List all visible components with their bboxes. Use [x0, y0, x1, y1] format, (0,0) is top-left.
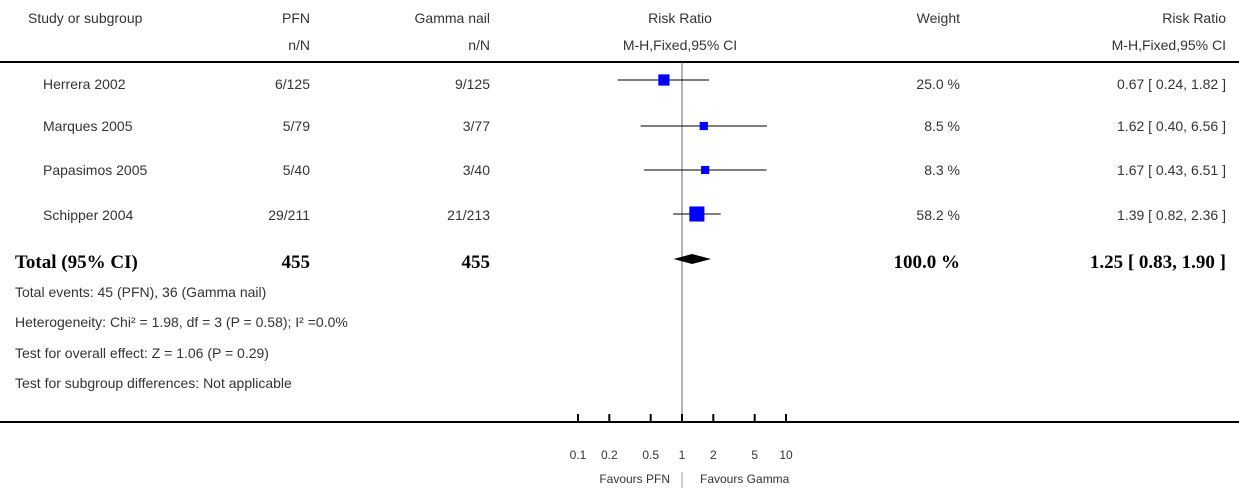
study-point: [658, 74, 670, 86]
header-rule: [0, 61, 1239, 63]
study-weight: 8.5 %: [924, 118, 960, 134]
study-pfn: 5/40: [282, 162, 310, 178]
header-effect-sub: M-H,Fixed,95% CI: [622, 37, 738, 53]
study-name: Schipper 2004: [43, 207, 134, 223]
study-pfn: 6/125: [274, 76, 310, 92]
study-name: Papasimos 2005: [43, 162, 148, 178]
total-weight: 100.0 %: [893, 252, 961, 273]
header-pfn: PFN: [282, 10, 310, 26]
study-gamma: 3/77: [462, 118, 490, 134]
study-pfn: 29/211: [268, 207, 310, 223]
tick-label: 0.5: [642, 448, 659, 462]
tick-label: 2: [710, 448, 717, 462]
header-effect2: Risk Ratio: [1162, 10, 1226, 26]
tick-label: 0.2: [601, 448, 618, 462]
study-ci: 1.67 [ 0.43, 6.51 ]: [1117, 162, 1226, 178]
study-ci: 1.39 [ 0.82, 2.36 ]: [1117, 207, 1226, 223]
footer-events: Total events: 45 (PFN), 36 (Gamma nail): [15, 284, 267, 300]
header-weight: Weight: [916, 10, 960, 26]
header-effect: Risk Ratio: [648, 10, 712, 26]
footer-overall: Test for overall effect: Z = 1.06 (P = 0…: [15, 345, 269, 361]
study-point: [689, 206, 705, 222]
pooled-diamond: [673, 254, 711, 264]
bottom-rule: [0, 421, 1239, 423]
study-gamma: 3/40: [462, 162, 490, 178]
study-gamma: 9/125: [454, 76, 490, 92]
total-gamma: 455: [461, 252, 491, 273]
study-gamma: 21/213: [447, 207, 490, 223]
header-gamma-sub: n/N: [468, 37, 490, 53]
header-pfn-sub: n/N: [288, 37, 310, 53]
study-ci: 1.62 [ 0.40, 6.56 ]: [1117, 118, 1226, 134]
total-pfn: 455: [281, 252, 311, 273]
header-gamma: Gamma nail: [414, 10, 490, 26]
footer-subgroup: Test for subgroup differences: Not appli…: [15, 375, 292, 391]
tick-label: 5: [751, 448, 758, 462]
study-point: [699, 121, 708, 131]
favours-right: Favours Gamma: [700, 472, 790, 486]
study-pfn: 5/79: [282, 118, 310, 134]
tick-label: 10: [779, 448, 793, 462]
study-weight: 25.0 %: [916, 76, 960, 92]
total-label: Total (95% CI): [15, 252, 138, 273]
favours-left: Favours PFN: [599, 472, 670, 486]
tick-label: 1: [679, 448, 686, 462]
study-weight: 8.3 %: [924, 162, 960, 178]
study-ci: 0.67 [ 0.24, 1.82 ]: [1117, 76, 1226, 92]
tick-label: 0.1: [570, 448, 587, 462]
header-study: Study or subgroup: [28, 10, 143, 26]
total-ci: 1.25 [ 0.83, 1.90 ]: [1089, 252, 1226, 273]
study-name: Marques 2005: [43, 118, 133, 134]
header-effect2-sub: M-H,Fixed,95% CI: [1111, 37, 1226, 53]
study-name: Herrera 2002: [43, 76, 126, 92]
study-weight: 58.2 %: [916, 207, 960, 223]
footer-heterogeneity: Heterogeneity: Chi² = 1.98, df = 3 (P = …: [15, 314, 348, 330]
study-point: [701, 165, 710, 175]
